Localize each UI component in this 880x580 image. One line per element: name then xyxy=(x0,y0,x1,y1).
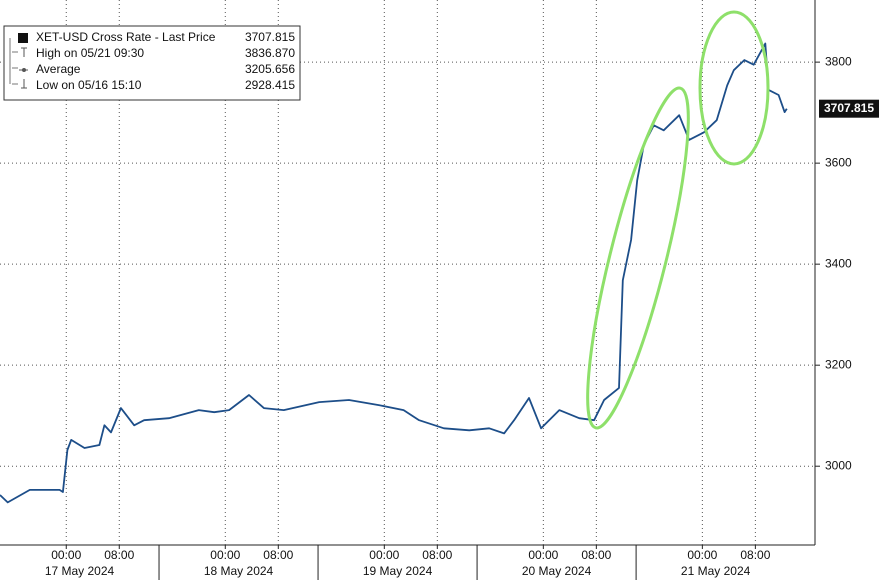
y-tick-label: 3400 xyxy=(825,256,852,270)
x-date-label: 18 May 2024 xyxy=(204,564,274,578)
legend-tree xyxy=(9,38,18,85)
x-date-label: 17 May 2024 xyxy=(45,564,115,578)
x-tick-label: 00:00 xyxy=(51,548,81,562)
x-tick-label: 00:00 xyxy=(369,548,399,562)
legend-label: Average xyxy=(36,62,81,76)
legend-box xyxy=(3,25,301,101)
highlight-ellipse xyxy=(698,10,770,166)
legend-value: 3205.656 xyxy=(245,62,295,76)
legend-label: XET-USD Cross Rate - Last Price xyxy=(36,30,216,44)
y-tick-label: 3000 xyxy=(825,458,852,472)
x-tick-label: 08:00 xyxy=(740,548,770,562)
x-tick-label: 08:00 xyxy=(104,548,134,562)
legend-icon xyxy=(18,33,28,43)
x-tick-label: 08:00 xyxy=(581,548,611,562)
y-tick-label: 3200 xyxy=(825,357,852,371)
x-date-label: 19 May 2024 xyxy=(363,564,433,578)
legend-label: Low on 05/16 15:10 xyxy=(36,78,142,92)
legend-icon xyxy=(21,79,27,89)
x-tick-label: 08:00 xyxy=(422,548,452,562)
last-price-label: 3707.815 xyxy=(824,101,874,115)
legend-label: High on 05/21 09:30 xyxy=(36,46,144,60)
legend: XET-USD Cross Rate - Last Price 3707.815… xyxy=(3,25,301,101)
highlight-ellipse xyxy=(586,86,690,430)
price-line xyxy=(0,42,788,504)
x-tick-label: 00:00 xyxy=(528,548,558,562)
x-tick-label: 00:00 xyxy=(210,548,240,562)
legend-value: 3707.815 xyxy=(245,30,295,44)
y-tick-label: 3800 xyxy=(825,54,852,68)
legend-icon xyxy=(21,47,27,57)
legend-value: 2928.415 xyxy=(245,78,295,92)
legend-icon xyxy=(22,68,26,72)
legend-value: 3836.870 xyxy=(245,46,295,60)
x-date-label: 20 May 2024 xyxy=(522,564,592,578)
x-tick-label: 08:00 xyxy=(263,548,293,562)
y-tick-label: 3600 xyxy=(825,155,852,169)
x-tick-label: 00:00 xyxy=(687,548,717,562)
x-date-label: 21 May 2024 xyxy=(681,564,751,578)
last-price-tag xyxy=(819,99,879,118)
